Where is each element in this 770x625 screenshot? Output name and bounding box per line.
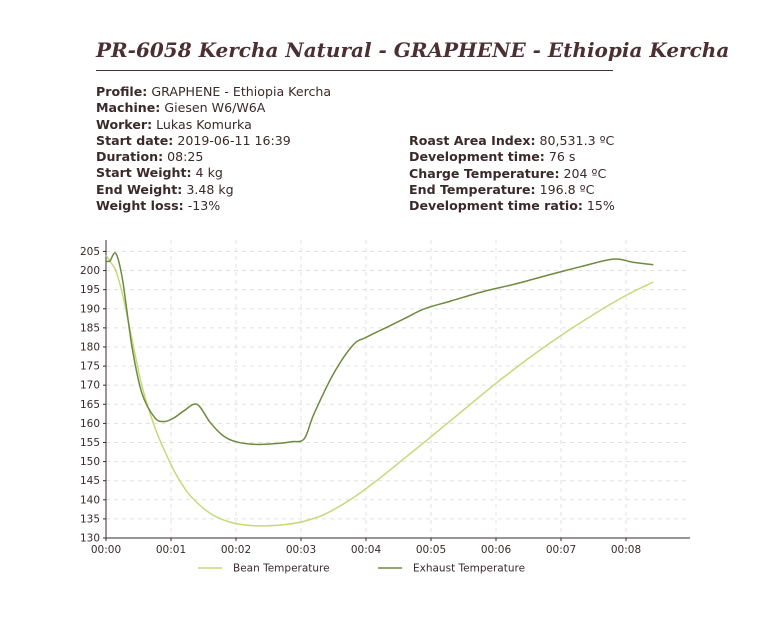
y-tick-label: 175: [80, 361, 100, 373]
info-value: 76 s: [548, 149, 576, 165]
info-row: Charge Temperature: 204 ºC: [409, 166, 615, 182]
info-value: Lukas Komurka: [156, 116, 252, 132]
exhaust-temperature-legend-label: Exhaust Temperature: [413, 563, 525, 575]
info-label: Profile:: [96, 84, 148, 99]
y-tick-label: 135: [80, 513, 100, 525]
info-value: 3.48 kg: [186, 181, 234, 197]
info-value: 08:25: [167, 149, 204, 165]
info-value: GRAPHENE - Ethiopia Kercha: [151, 84, 332, 99]
info-label: End Temperature:: [409, 181, 536, 197]
x-tick-label: 00:07: [546, 544, 576, 556]
exhaust-temperature-line: [105, 252, 654, 446]
info-row: Development time ratio: 15%: [409, 198, 615, 214]
info-label: Worker:: [96, 116, 153, 132]
chart-axes: 130 135 140 145 150 155 160 165 170 175 180 185 190 1…: [80, 240, 690, 556]
info-label: End Weight:: [96, 181, 183, 197]
roast-info-left: Profile: GRAPHENE - Ethiopia Kercha Machin…: [96, 84, 331, 214]
info-label: Roast Area Index:: [409, 133, 536, 148]
info-value: 4 kg: [195, 165, 223, 181]
chart-legend: Bean Temperature Exhaust Temperature: [198, 563, 525, 575]
y-tick-label: 150: [80, 456, 100, 468]
x-tick-label: 00:01: [156, 544, 186, 556]
y-tick-label: 140: [80, 494, 100, 506]
y-tick-label: 130: [80, 533, 100, 545]
info-row: Machine: Giesen W6/W6A: [96, 100, 331, 116]
chart-series: [105, 252, 654, 527]
bean-temperature-legend-label: Bean Temperature: [233, 563, 330, 575]
info-label: Start Weight:: [96, 165, 192, 181]
bean-temperature-line: [105, 254, 654, 527]
x-tick-label: 00:06: [481, 544, 512, 556]
y-tick-label: 190: [80, 303, 100, 315]
y-tick-label: 180: [80, 341, 100, 353]
y-tick-label: 170: [80, 380, 100, 392]
info-label: Development time ratio:: [409, 198, 583, 214]
info-row: Worker: Lukas Komurka: [96, 117, 331, 133]
info-value: Giesen W6/W6A: [164, 100, 266, 116]
info-value: -13%: [187, 198, 221, 214]
info-row: End Temperature: 196.8 ºC: [409, 182, 615, 198]
info-label: Duration:: [96, 149, 164, 165]
roast-info-right: Roast Area Index: 80,531.3 ºC Development …: [409, 133, 615, 214]
y-tick-label: 195: [80, 284, 100, 296]
info-row: Development time: 76 s: [409, 149, 615, 165]
info-label: Machine:: [96, 100, 161, 116]
chart-grid: [106, 240, 690, 538]
info-label: Start date:: [96, 132, 174, 148]
y-tick-label: 160: [80, 418, 100, 430]
y-tick-label: 145: [80, 475, 100, 487]
info-row: Start date: 2019-06-11 16:39: [96, 133, 331, 149]
page-title: PR-6058 Kercha Natural - GRAPHENE - Ethi…: [96, 38, 730, 62]
y-tick-label: 200: [80, 265, 100, 277]
y-tick-label: 185: [80, 322, 100, 334]
info-label: Charge Temperature:: [409, 165, 560, 181]
y-tick-label: 165: [80, 399, 100, 411]
info-row: Profile: GRAPHENE - Ethiopia Kercha: [96, 84, 331, 100]
y-tick-label: 205: [80, 246, 100, 258]
info-row: Roast Area Index: 80,531.3 ºC: [409, 133, 615, 149]
info-row: Start Weight: 4 kg: [96, 165, 331, 181]
x-tick-label: 00:03: [286, 544, 316, 556]
info-value: 204 ºC: [563, 165, 607, 181]
info-label: Development time:: [409, 149, 545, 165]
info-value: 80,531.3 ºC: [539, 133, 615, 148]
x-tick-label: 00:04: [351, 544, 382, 556]
info-value: 196.8 ºC: [539, 181, 595, 197]
info-value: 2019-06-11 16:39: [177, 132, 291, 148]
info-row: Duration: 08:25: [96, 149, 331, 165]
x-tick-label: 00:02: [221, 544, 251, 556]
info-value: 15%: [586, 198, 615, 214]
y-tick-label: 155: [80, 437, 100, 449]
x-tick-label: 00:00: [91, 544, 121, 556]
info-row: Weight loss: -13%: [96, 198, 331, 214]
title-underline: [96, 70, 613, 71]
info-label: Weight loss:: [96, 198, 184, 214]
x-tick-label: 00:08: [611, 544, 641, 556]
info-row: End Weight: 3.48 kg: [96, 182, 331, 198]
x-tick-label: 00:05: [416, 544, 446, 556]
